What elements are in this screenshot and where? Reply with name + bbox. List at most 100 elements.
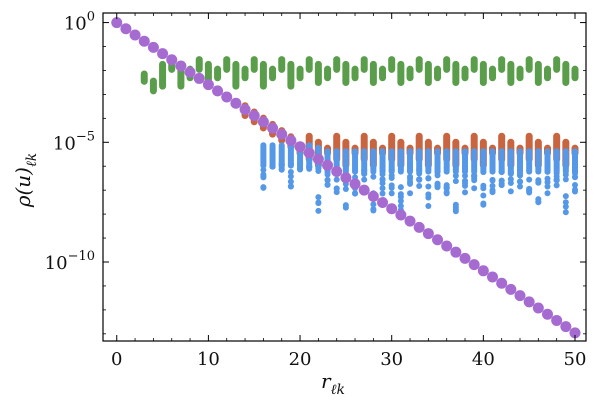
purple-point-r9	[193, 72, 205, 84]
green-point-r4	[149, 77, 157, 95]
blue-point-r19-dot	[287, 183, 294, 190]
blue-point-r28-dot	[370, 201, 377, 208]
green-point-r47	[544, 65, 552, 82]
purple-point-r21	[303, 147, 315, 159]
blue-point-r42-dot	[498, 177, 505, 184]
purple-point-r27	[358, 184, 370, 196]
blue-point-r20-dot	[297, 166, 304, 173]
blue-point-r24-dot	[333, 176, 340, 183]
blue-point-r26-column	[352, 148, 359, 175]
purple-point-r28	[367, 190, 379, 202]
y-tick-label-2: 10−10	[45, 249, 95, 274]
blue-point-r38-dot	[462, 172, 469, 179]
purple-point-r1	[120, 23, 132, 35]
purple-point-r38	[459, 252, 471, 264]
green-point-r40	[479, 60, 487, 87]
blue-point-r34-column	[425, 148, 432, 175]
blue-point-r22-dot	[315, 199, 322, 206]
blue-point-r24-dot	[333, 185, 340, 192]
green-point-r33	[415, 56, 423, 73]
blue-point-r29-dot	[379, 176, 386, 183]
blue-point-r29-column	[379, 148, 386, 175]
blue-point-r48-column	[553, 148, 560, 175]
green-point-r26	[351, 65, 359, 82]
green-point-r25	[342, 60, 350, 87]
purple-point-r49	[560, 321, 572, 333]
blue-point-r37-dot	[452, 178, 459, 185]
x-axis-label-subscript: ℓk	[331, 382, 345, 398]
blue-point-r23-dot	[324, 181, 331, 188]
purple-point-r42	[496, 277, 508, 289]
blue-point-r29-dot	[379, 180, 386, 187]
blue-point-r31-dot	[397, 193, 404, 200]
green-point-r49	[562, 60, 570, 87]
green-point-r16	[259, 60, 267, 90]
purple-point-r36	[441, 240, 453, 252]
blue-point-r28-dot	[370, 207, 377, 214]
blue-point-r50-dot	[572, 182, 579, 189]
purple-point-r16	[257, 116, 269, 128]
y-tick-exponent: −10	[68, 249, 95, 264]
blue-point-r38-column	[462, 148, 469, 175]
blue-point-r16-dot	[260, 166, 267, 173]
green-point-r48	[553, 56, 561, 73]
green-point-r11	[214, 65, 222, 82]
blue-point-r34-dot	[425, 194, 432, 201]
x-tick-label-5: 50	[564, 349, 587, 370]
green-point-r30	[388, 56, 396, 73]
y-tick-label-0: 100	[64, 10, 95, 35]
blue-point-r45-dot	[526, 188, 533, 195]
purple-point-r29	[377, 197, 389, 209]
green-point-r31	[397, 60, 405, 87]
purple-point-r50	[569, 327, 581, 339]
blue-point-r32-column	[407, 148, 414, 175]
green-point-r35	[434, 65, 442, 82]
green-point-r20	[296, 65, 304, 82]
green-point-r41	[489, 65, 497, 82]
blue-point-r18-dot	[278, 161, 285, 168]
purple-point-r7	[175, 60, 187, 72]
blue-point-r16-dot	[260, 184, 267, 191]
blue-point-r44-dot	[517, 183, 524, 190]
blue-point-r31-dot	[397, 184, 404, 191]
blue-point-r40-dot	[480, 192, 487, 199]
blue-point-r49-dot	[562, 171, 569, 178]
y-axis-label: ρ(u)ℓk	[11, 153, 40, 209]
purple-point-r13	[230, 97, 242, 109]
blue-point-r37-dot	[452, 172, 459, 179]
blue-point-r29-dot	[379, 185, 386, 192]
purple-point-r20	[294, 141, 306, 153]
green-point-r13	[232, 60, 240, 90]
x-tick-label-4: 40	[472, 349, 495, 370]
blue-point-r30-dot	[388, 190, 395, 197]
blue-point-r47-column	[544, 148, 551, 175]
x-tick-label-1: 10	[197, 349, 220, 370]
purple-point-r46	[532, 302, 544, 314]
purple-point-r12	[221, 91, 233, 103]
purple-point-r15	[248, 110, 260, 122]
blue-point-r35-column	[434, 148, 441, 175]
green-point-r21	[305, 56, 313, 73]
blue-point-r27-dot	[361, 176, 368, 183]
blue-point-r41-dot	[489, 182, 496, 189]
green-point-r23	[324, 65, 332, 82]
purple-point-r6	[166, 54, 178, 66]
blue-point-r40-column	[480, 148, 487, 175]
blue-point-r35-dot	[434, 172, 441, 179]
blue-point-r33-dot	[416, 182, 423, 189]
purple-point-r45	[523, 296, 535, 308]
green-point-r42	[498, 56, 506, 73]
blue-point-r33-dot	[416, 166, 423, 173]
blue-point-r39-dot	[471, 185, 478, 192]
blue-point-r32-dot	[407, 180, 414, 187]
green-point-r18	[278, 56, 286, 73]
green-point-r24	[333, 56, 341, 73]
blue-point-r19-dot	[287, 168, 294, 175]
blue-point-r42-column	[498, 148, 505, 175]
purple-point-r31	[395, 209, 407, 221]
blue-point-r45-column	[526, 148, 533, 175]
green-point-r39	[470, 56, 478, 73]
blue-point-r29-dot	[379, 190, 386, 197]
